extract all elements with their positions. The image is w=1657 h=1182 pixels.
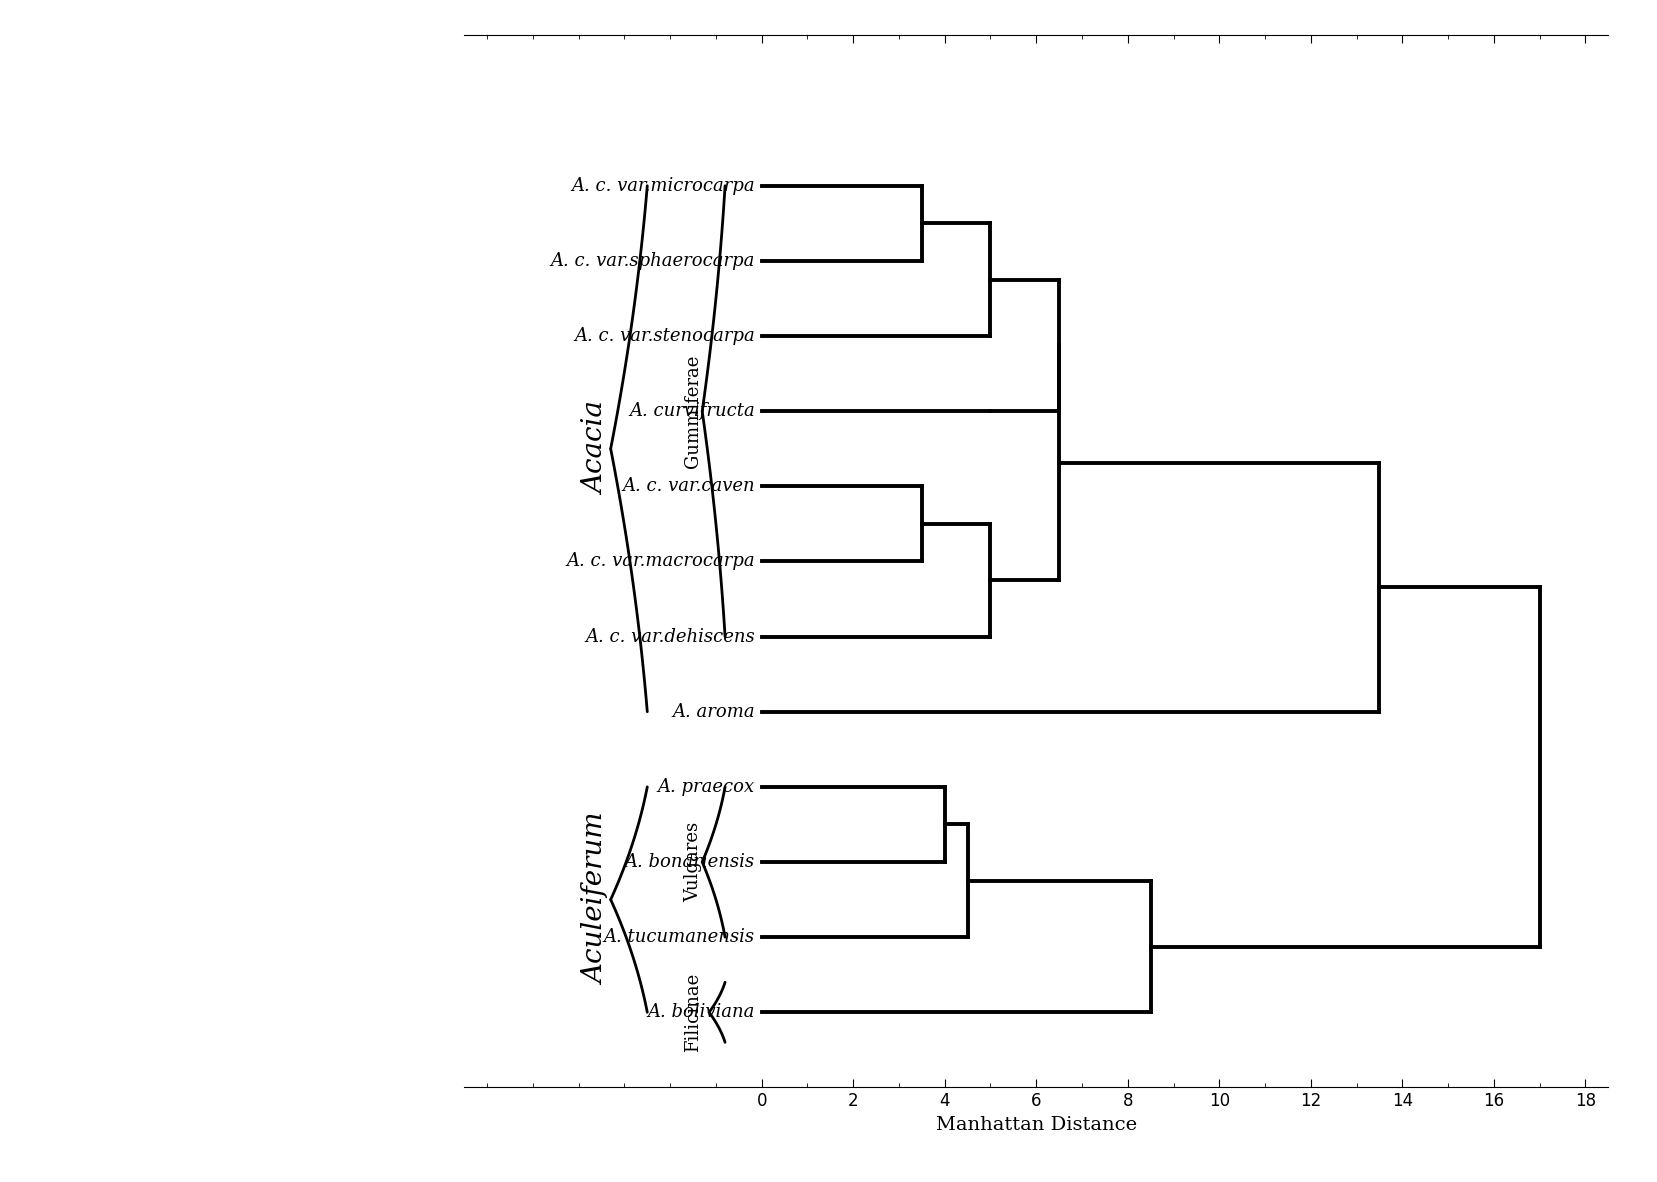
- Text: A. c. var.microcarpa: A. c. var.microcarpa: [572, 177, 754, 195]
- Text: Acacia: Acacia: [583, 402, 610, 495]
- Text: A. aroma: A. aroma: [671, 703, 754, 721]
- Text: A. c. var.stenocarpa: A. c. var.stenocarpa: [573, 327, 754, 345]
- Text: A. bonariensis: A. bonariensis: [625, 853, 754, 871]
- Text: Filicinae: Filicinae: [684, 973, 701, 1052]
- X-axis label: Manhattan Distance: Manhattan Distance: [935, 1116, 1137, 1134]
- Text: A. c. var.sphaerocarpa: A. c. var.sphaerocarpa: [550, 252, 754, 269]
- Text: A. curvifructa: A. curvifructa: [628, 402, 754, 420]
- Text: A. c. var.caven: A. c. var.caven: [621, 478, 754, 495]
- Text: A. c. var.dehiscens: A. c. var.dehiscens: [585, 628, 754, 645]
- Text: Vulgares: Vulgares: [684, 821, 701, 902]
- Text: Gummiferae: Gummiferae: [684, 355, 701, 468]
- Text: A. c. var.macrocarpa: A. c. var.macrocarpa: [565, 552, 754, 571]
- Text: A. praecox: A. praecox: [658, 778, 754, 795]
- Text: A. boliviana: A. boliviana: [646, 1004, 754, 1021]
- Text: Aculeiferum: Aculeiferum: [583, 813, 610, 986]
- Text: A. tucumanensis: A. tucumanensis: [603, 928, 754, 946]
